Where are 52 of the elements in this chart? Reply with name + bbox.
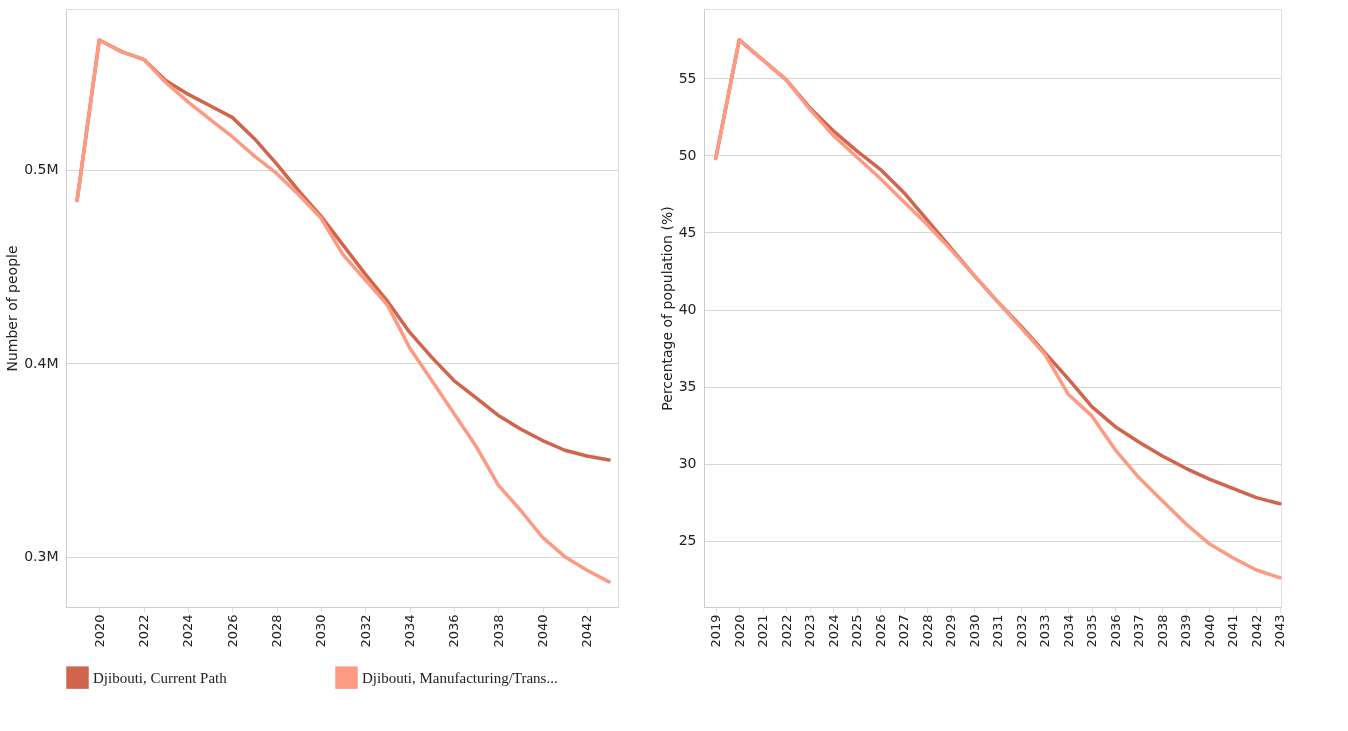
y-tick-label: 50	[678, 146, 697, 163]
x-tick-label: 2036	[1107, 614, 1123, 648]
x-tick-label: 2028	[269, 614, 285, 648]
x-tick-label: 2038	[1154, 614, 1170, 648]
x-tick-label: 2038	[490, 614, 506, 648]
x-tick-label: 2022	[778, 614, 794, 648]
y-tick-label: 25	[678, 532, 697, 549]
x-tick-label: 2040	[535, 614, 551, 648]
x-tick-label: 2043	[1272, 614, 1288, 648]
x-tick-label: 2032	[357, 614, 373, 648]
x-tick-label: 2029	[943, 614, 959, 648]
line-series	[75, 38, 611, 584]
x-tick-label: 2023	[802, 614, 818, 648]
x-tick-label: 2030	[313, 614, 329, 648]
x-tick-label: 2028	[919, 614, 935, 648]
y-axis-title: Percentage of population (%)	[658, 206, 675, 411]
legend-label: Djibouti, Current Path	[93, 669, 228, 686]
x-tick-label: 2032	[1013, 614, 1029, 648]
x-tick-label: 2042	[1248, 614, 1264, 648]
x-tick-label: 2041	[1225, 614, 1241, 648]
x-tick-label: 2033	[1037, 614, 1053, 648]
y-tick-label: 0.4M	[24, 354, 59, 371]
x-tick-label: 2034	[1060, 614, 1076, 648]
y-tick-label: 45	[678, 223, 697, 240]
x-tick-label: 2030	[966, 614, 982, 648]
x-tick-label: 2034	[402, 614, 418, 648]
x-tick-label: 2026	[872, 614, 888, 648]
x-tick-label: 2035	[1084, 614, 1100, 648]
x-tick-label: 2042	[579, 614, 595, 648]
y-axis-title: Number of people	[4, 245, 21, 372]
x-tick-label: 2019	[708, 614, 724, 648]
x-tick-label: 2020	[91, 614, 107, 648]
x-tick-label: 2021	[755, 614, 771, 648]
legend-label: Djibouti, Manufacturing/Trans...	[362, 669, 558, 686]
x-tick-label: 2036	[446, 614, 462, 648]
x-tick-label: 2039	[1178, 614, 1194, 648]
x-tick-label: 2024	[180, 614, 196, 648]
x-tick-label: 2031	[990, 614, 1006, 648]
x-tick-label: 2022	[136, 614, 152, 648]
y-tick-label: 30	[678, 455, 697, 472]
x-tick-label: 2026	[224, 614, 240, 648]
x-tick-label: 2025	[849, 614, 865, 648]
x-tick-label: 2037	[1131, 614, 1147, 648]
y-tick-label: 0.3M	[24, 548, 59, 565]
x-tick-label: 2040	[1201, 614, 1217, 648]
y-tick-label: 55	[678, 69, 697, 86]
y-tick-label: 35	[678, 378, 697, 395]
x-tick-label: 2020	[731, 614, 747, 648]
y-tick-label: 0.5M	[24, 161, 59, 178]
y-tick-label: 40	[678, 301, 697, 318]
x-tick-label: 2024	[825, 614, 841, 648]
x-tick-label: 2027	[896, 614, 912, 648]
